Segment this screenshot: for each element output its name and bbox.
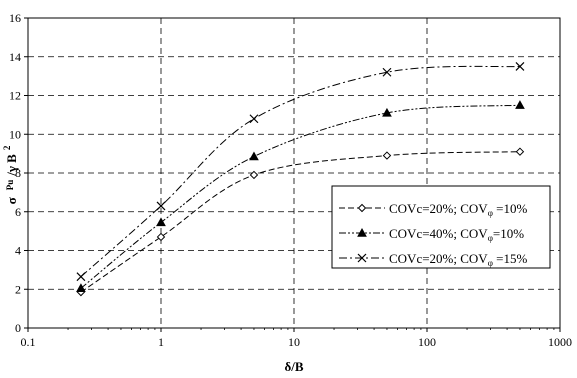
- y-tick-label: 12: [9, 89, 21, 103]
- series-1-point: [515, 147, 525, 156]
- x-tick-label: 100: [418, 335, 436, 349]
- y-tick-label: 8: [15, 166, 21, 180]
- x-axis-ticks: 0.1 1 10 100 1000: [21, 328, 572, 349]
- series-1-point: [249, 170, 259, 180]
- series-group: [76, 62, 525, 297]
- series-3-point: [249, 114, 259, 124]
- y-tick-label: 0: [15, 321, 21, 335]
- y-axis-ticks: 0 2 4 6 8 10 12 14 16: [9, 11, 28, 335]
- legend-box: [331, 185, 551, 269]
- series-3-point: [515, 62, 525, 71]
- series-2-point: [76, 283, 86, 292]
- series-2-point: [515, 100, 525, 109]
- x-tick-label: 1: [158, 335, 164, 349]
- legend-item-1: COVc=20%; COVφ =10%: [339, 201, 527, 218]
- legend-marker: [357, 227, 367, 237]
- legend-item-2: COVc=40%; COVφ=10%: [339, 226, 524, 243]
- legend-marker: [357, 253, 367, 263]
- series-2: [76, 100, 525, 292]
- x-tick-label: 1000: [548, 335, 572, 349]
- series-3: [76, 62, 525, 282]
- x-tick-label: 0.1: [21, 335, 36, 349]
- y-tick-label: 10: [9, 127, 21, 141]
- y-axis-label-sub: Pu: [5, 180, 15, 191]
- series-2-point: [249, 151, 259, 161]
- legend-marker: [357, 203, 367, 213]
- y-axis-label-sup: 2: [2, 145, 12, 150]
- grid-lines: [28, 18, 560, 328]
- y-axis-label: σ Pu /γ B 2: [0, 145, 20, 204]
- series-2-point: [156, 217, 166, 227]
- svg-text:σ Pu /γ B 2: σ Pu /γ B 2: [0, 145, 20, 204]
- legend-label: COVc=20%; COVφ =10%: [389, 201, 527, 218]
- series-1-point: [382, 151, 392, 160]
- legend: COVc=20%; COVφ =10% COVc=40%; COVφ=10% COV…: [331, 185, 551, 269]
- series-1-line: [80, 151, 520, 293]
- series-3-line: [80, 65, 520, 278]
- series-1-point: [156, 232, 166, 242]
- x-axis-label: δ/B: [284, 359, 303, 374]
- legend-label: COVc=40%; COVφ=10%: [389, 226, 524, 243]
- y-tick-label: 16: [9, 11, 21, 25]
- y-axis-label-sigma: σ: [4, 197, 19, 204]
- y-tick-label: 4: [15, 244, 21, 258]
- series-3-point: [76, 272, 86, 282]
- y-tick-label: 6: [15, 205, 21, 219]
- y-tick-label: 2: [15, 282, 21, 296]
- legend-label: COVc=20%; COVφ =15%: [389, 251, 527, 268]
- x-tick-label: 10: [288, 335, 300, 349]
- y-axis-label-over: /γ B: [4, 154, 19, 177]
- legend-item-3: COVc=20%; COVφ =15%: [339, 251, 527, 268]
- y-tick-label: 14: [9, 50, 21, 64]
- series-2-point: [382, 107, 392, 117]
- series-3-point: [156, 201, 166, 211]
- series-3-point: [382, 67, 392, 77]
